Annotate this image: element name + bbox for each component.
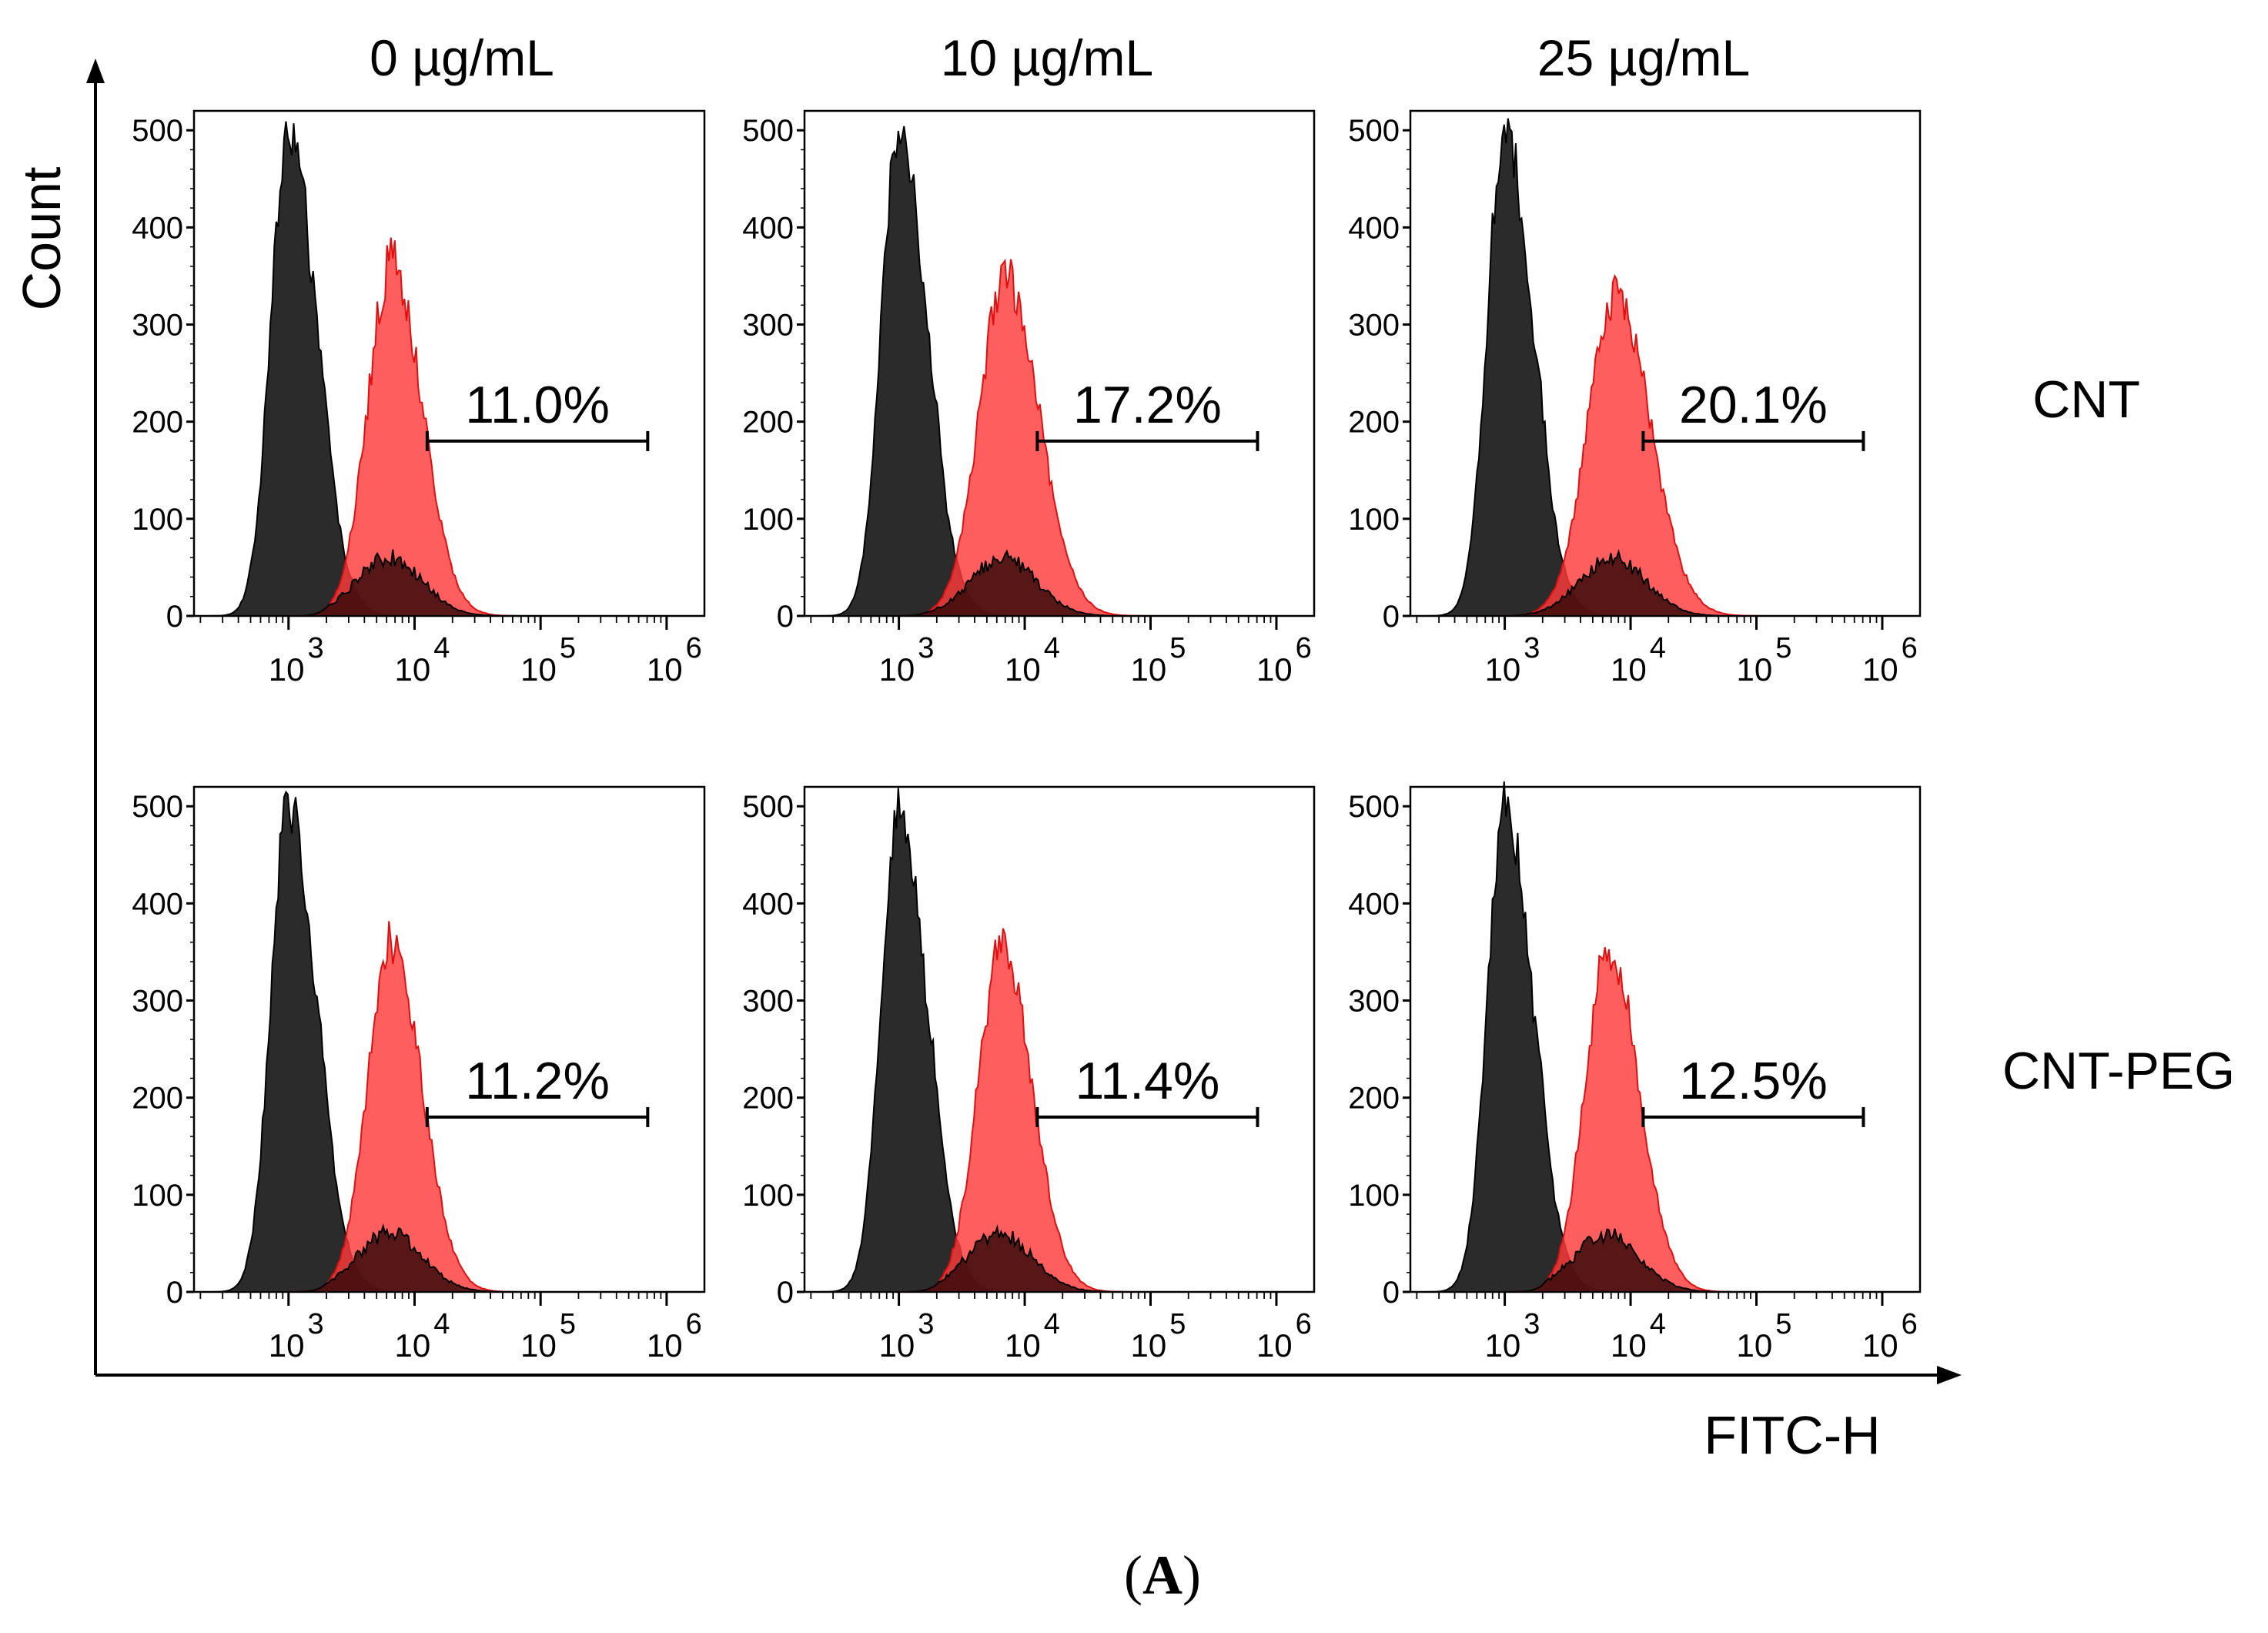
histogram-overlap [807,1224,1312,1293]
histogram-overlap [196,549,702,617]
gate-percent-label: 11.2% [465,1052,610,1110]
gate-percent-label: 11.4% [1075,1052,1220,1110]
x-tick-label: 106 [1256,1308,1312,1364]
histogram-overlap [1413,548,1918,617]
y-tick-label: 0 [1383,600,1400,634]
gate-percent-label: 17.2% [1073,376,1222,434]
y-tick-label: 300 [132,985,183,1019]
y-tick-label: 400 [1348,887,1400,921]
y-tick-label: 400 [742,887,794,921]
panels: 0 100 200 300 400 500 103 104 105 106 11.0% 0 100 200… [132,109,1922,1364]
y-tick-label: 300 [132,309,183,343]
x-axis-label: FITC-H [1704,1405,1880,1465]
y-tick-label: 500 [132,114,183,148]
x-tick-label: 106 [1862,632,1918,688]
gate-percent-label: 11.0% [465,376,610,434]
row-label-cnt-peg: CNT-PEG [2002,1042,2235,1100]
y-tick-label: 100 [132,503,183,537]
row-label-cnt: CNT [2032,370,2140,429]
x-tick-label: 104 [394,632,450,688]
y-tick-label: 400 [132,211,183,245]
panel-5: 0 100 200 300 400 500 103 104 105 106 12.5% [1348,781,1922,1364]
y-tick-label: 100 [1348,1179,1400,1213]
panel-1: 0 100 200 300 400 500 103 104 105 106 17.2% [742,109,1316,688]
histogram-overlap [196,1223,702,1293]
column-title-1: 10 µg/mL [941,29,1154,86]
y-tick-label: 500 [742,790,794,824]
y-tick-label: 400 [742,211,794,245]
column-title-0: 0 µg/mL [370,29,554,86]
y-tick-label: 100 [742,503,794,537]
histogram-overlap [1413,1228,1918,1293]
x-tick-label: 104 [394,1308,450,1364]
x-tick-label: 104 [1005,632,1060,688]
panel-4: 0 100 200 300 400 500 103 104 105 106 11.4% [742,785,1316,1364]
x-tick-label: 105 [1131,1308,1186,1364]
y-tick-label: 300 [1348,985,1400,1019]
y-tick-label: 200 [742,1082,794,1116]
y-tick-label: 400 [132,887,183,921]
x-tick-label: 106 [647,1308,702,1364]
y-tick-label: 200 [1348,406,1400,440]
y-tick-label: 200 [132,1082,183,1116]
y-tick-label: 0 [166,1276,183,1310]
x-tick-label: 105 [520,1308,576,1364]
outer-x-axis-arrow [1937,1366,1962,1384]
y-tick-label: 300 [742,309,794,343]
figure-label: (A) [1124,1544,1201,1606]
column-title-2: 25 µg/mL [1537,29,1751,86]
gate-percent-label: 20.1% [1679,376,1828,434]
y-tick-label: 0 [1383,1276,1400,1310]
x-tick-label: 103 [1485,632,1540,688]
x-tick-label: 104 [1611,632,1666,688]
x-tick-label: 104 [1005,1308,1060,1364]
y-tick-label: 100 [742,1179,794,1213]
y-tick-label: 500 [132,790,183,824]
x-tick-label: 103 [269,1308,324,1364]
x-tick-label: 105 [1737,1308,1792,1364]
y-tick-label: 300 [742,985,794,1019]
y-tick-label: 0 [777,1276,794,1310]
x-tick-label: 103 [269,632,324,688]
y-tick-label: 300 [1348,309,1400,343]
panel-2: 0 100 200 300 400 500 103 104 105 106 20.1% [1348,109,1922,688]
outer-y-axis-arrow [86,59,105,83]
y-tick-label: 200 [742,406,794,440]
x-tick-label: 106 [1862,1308,1918,1364]
y-tick-label: 0 [777,600,794,634]
y-tick-label: 500 [1348,790,1400,824]
x-tick-label: 106 [647,632,702,688]
x-tick-label: 105 [520,632,576,688]
y-tick-label: 500 [1348,114,1400,148]
x-tick-label: 103 [879,632,935,688]
x-tick-label: 106 [1256,632,1312,688]
y-tick-label: 100 [1348,503,1400,537]
x-tick-label: 105 [1131,632,1186,688]
y-axis-label: Count [12,167,72,311]
gate-percent-label: 12.5% [1679,1052,1828,1110]
y-tick-label: 100 [132,1179,183,1213]
histogram-overlap [807,549,1312,617]
x-tick-label: 103 [879,1308,935,1364]
y-tick-label: 200 [132,406,183,440]
x-tick-label: 105 [1737,632,1792,688]
y-tick-label: 0 [166,600,183,634]
panel-0: 0 100 200 300 400 500 103 104 105 106 11.0% [132,109,706,688]
y-tick-label: 500 [742,114,794,148]
panel-3: 0 100 200 300 400 500 103 104 105 106 11.2% [132,785,706,1364]
x-tick-label: 104 [1611,1308,1666,1364]
y-tick-label: 200 [1348,1082,1400,1116]
x-tick-label: 103 [1485,1308,1540,1364]
y-tick-label: 400 [1348,211,1400,245]
